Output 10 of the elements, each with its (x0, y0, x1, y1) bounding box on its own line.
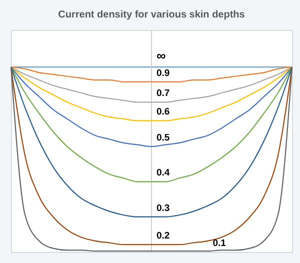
series-label: 0.1 (212, 238, 227, 250)
series-label: 0.2 (156, 230, 170, 242)
series-label: 0.6 (156, 106, 170, 118)
series-label: 0.7 (156, 88, 170, 100)
chart-title: Current density for various skin depths (58, 10, 246, 20)
series-label: 0.3 (156, 202, 170, 214)
series-label: ∞ (156, 48, 166, 63)
series-label: 0.5 (156, 132, 170, 144)
series-label: 0.4 (156, 168, 170, 179)
series-label: 0.9 (156, 68, 170, 79)
